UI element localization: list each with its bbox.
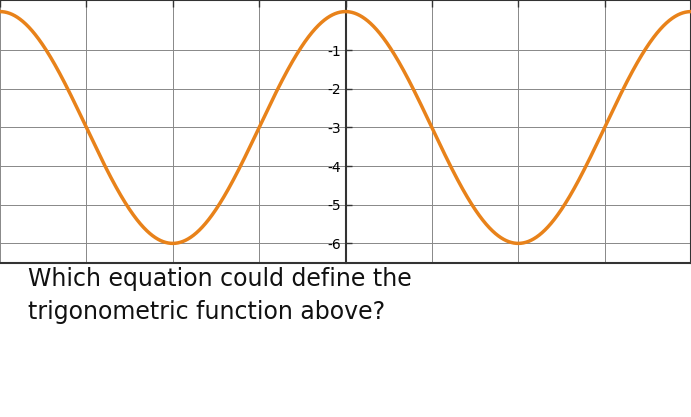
Text: Which equation could define the
trigonometric function above?: Which equation could define the trigonom… [28, 267, 411, 324]
